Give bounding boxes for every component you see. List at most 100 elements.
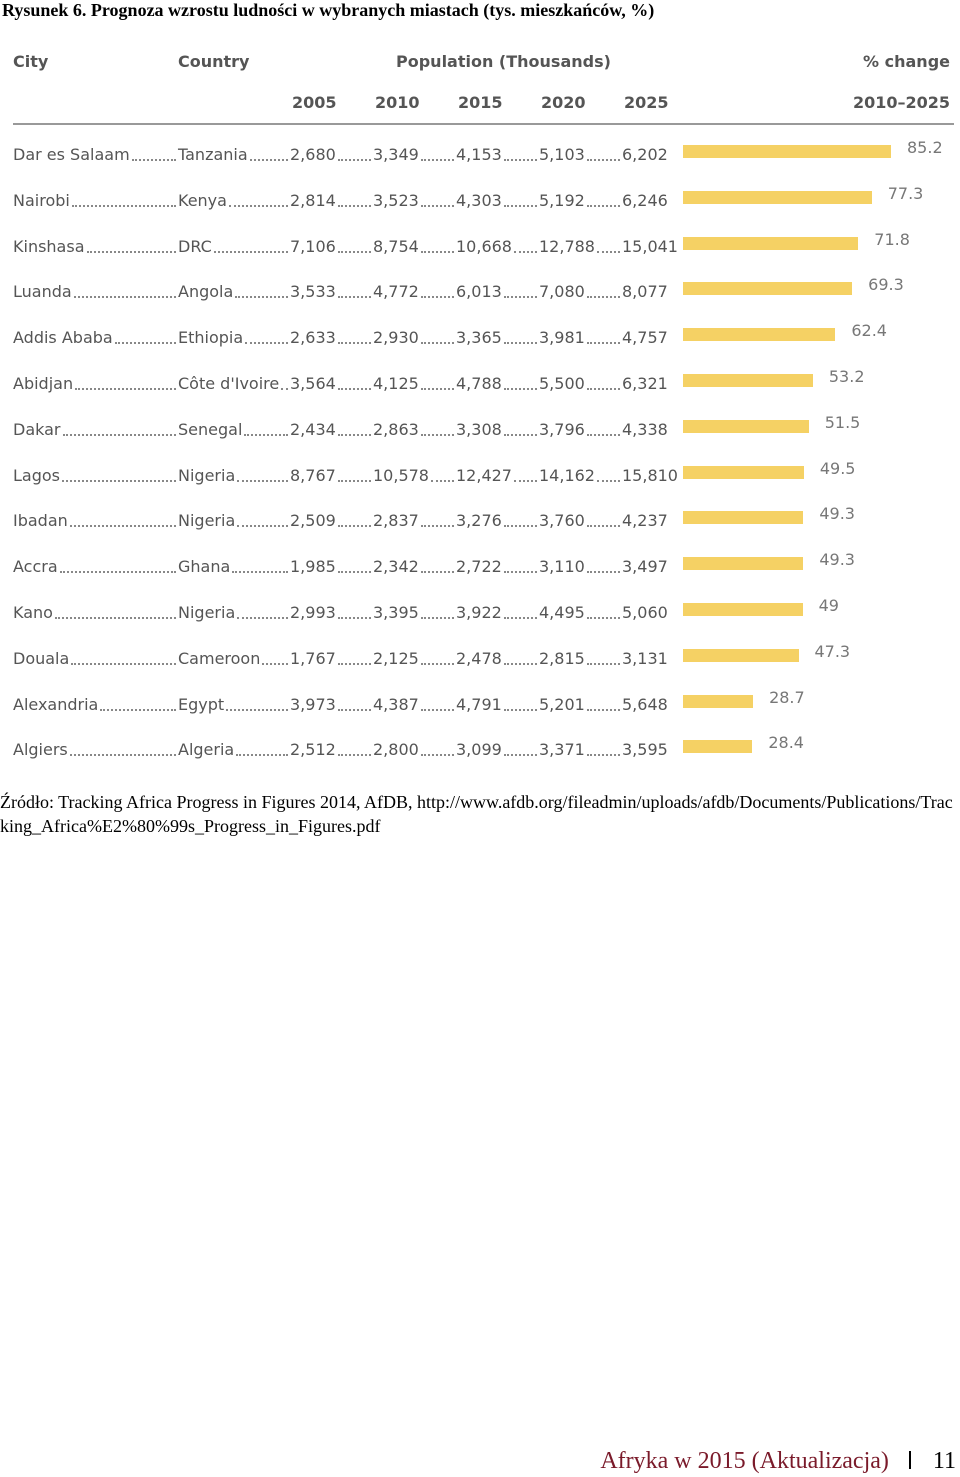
population-value: 6,013 — [456, 282, 502, 302]
change-label: 49.3 — [819, 504, 855, 524]
leader-dots — [504, 204, 537, 207]
leader-dots — [74, 296, 176, 299]
population-value: 3,371 — [539, 740, 585, 760]
table-row: Kinshasa DRC 7,106 8,754 10,668 12,788 15,041 7… — [0, 230, 960, 267]
table-row: Luanda Angola 3,533 4,772 6,013 7,080 8,077 69.… — [0, 275, 960, 312]
leader-dots — [338, 662, 371, 665]
change-bar — [683, 511, 804, 525]
page-number: 11 — [932, 1448, 956, 1474]
city-name: Lagos — [13, 465, 60, 485]
change-bar — [683, 236, 859, 250]
leader-dots — [237, 479, 288, 482]
population-value: 4,338 — [622, 419, 668, 439]
population-value: 3,523 — [373, 190, 419, 210]
population-table: City Country Population (Thousands) % ch… — [0, 52, 960, 770]
population-value: 4,387 — [373, 694, 419, 714]
country-name: Kenya — [178, 190, 227, 210]
population-value: 2,680 — [290, 145, 336, 164]
leader-dots — [421, 250, 454, 253]
change-bar — [683, 465, 804, 479]
leader-dots — [235, 296, 288, 299]
leader-dots — [597, 250, 620, 253]
leader-dots — [338, 433, 371, 436]
header-year-2015: 2015 — [458, 93, 503, 112]
leader-dots — [338, 159, 371, 161]
population-value: 10,668 — [456, 236, 512, 256]
population-value: 3,099 — [456, 740, 502, 760]
country-name: Côte d'Ivoire — [178, 374, 280, 393]
population-value: 2,837 — [373, 511, 419, 531]
population-value: 7,106 — [290, 236, 336, 256]
header-change-range: 2010–2025 — [852, 93, 950, 112]
leader-dots — [262, 662, 288, 665]
leader-dots — [250, 159, 288, 161]
leader-dots — [587, 433, 620, 436]
leader-dots — [338, 754, 371, 757]
change-bar — [683, 648, 799, 662]
change-label: 77.3 — [887, 183, 924, 203]
leader-dots — [214, 250, 288, 253]
city-name: Kano — [13, 603, 53, 622]
country-name: Angola — [178, 282, 234, 302]
table-row: Accra Ghana 1,985 2,342 2,722 3,110 3,497 49.3 — [0, 550, 960, 587]
leader-dots — [244, 433, 288, 436]
leader-dots — [421, 662, 454, 665]
population-value: 4,153 — [456, 145, 502, 164]
change-bar — [683, 557, 804, 571]
country-name: Senegal — [178, 419, 243, 439]
leader-dots — [587, 525, 620, 528]
population-value: 6,202 — [622, 145, 668, 164]
population-value: 8,077 — [622, 282, 668, 302]
change-label: 51.5 — [824, 412, 861, 432]
country-name: Nigeria — [178, 603, 236, 622]
leader-dots — [421, 617, 454, 619]
population-value: 2,814 — [290, 190, 336, 210]
table-row: Ibadan Nigeria 2,509 2,837 3,276 3,760 4,237 49… — [0, 504, 960, 541]
change-bar — [683, 740, 753, 754]
population-value: 2,863 — [373, 419, 419, 439]
leader-dots — [587, 708, 620, 711]
table-row: Dar es Salaam Tanzania 2,680 3,349 4,153 5,10… — [0, 138, 960, 175]
change-label: 28.7 — [769, 687, 805, 707]
leader-dots — [421, 708, 454, 711]
change-bar — [683, 190, 872, 204]
leader-dots — [71, 662, 176, 665]
population-value: 3,595 — [622, 740, 668, 760]
population-value: 5,201 — [539, 694, 585, 714]
change-label: 28.4 — [768, 733, 804, 753]
population-value: 6,321 — [622, 374, 668, 393]
country-name: Ghana — [178, 557, 231, 577]
source-note: Źródło: Tracking Africa Progress in Figu… — [0, 790, 960, 838]
leader-dots — [587, 388, 620, 390]
source-label: Źródło: — [0, 792, 54, 812]
leader-dots — [597, 479, 620, 482]
population-value: 3,922 — [456, 603, 502, 622]
population-value: 4,772 — [373, 282, 419, 302]
population-value: 5,103 — [539, 145, 585, 164]
leader-dots — [421, 204, 454, 207]
leader-dots — [338, 250, 371, 253]
leader-dots — [587, 617, 620, 619]
leader-dots — [232, 571, 288, 574]
population-value: 7,080 — [539, 282, 585, 302]
leader-dots — [504, 388, 537, 390]
change-bar — [683, 694, 754, 708]
city-name: Addis Ababa — [13, 328, 113, 348]
city-name: Kinshasa — [13, 236, 85, 256]
population-value: 12,788 — [539, 236, 595, 256]
population-value: 15,041 — [622, 236, 678, 256]
leader-dots — [226, 708, 288, 711]
table-row: Algiers Algeria 2,512 2,800 3,099 3,371 3,595 2… — [0, 733, 960, 770]
leader-dots — [60, 571, 176, 574]
leader-dots — [421, 571, 454, 574]
leader-dots — [63, 433, 176, 436]
country-name: Algeria — [178, 740, 235, 760]
leader-dots — [281, 388, 288, 390]
leader-dots — [338, 296, 371, 299]
country-name: DRC — [178, 236, 212, 256]
population-value: 3,981 — [539, 328, 585, 348]
leader-dots — [421, 388, 454, 390]
population-value: 3,308 — [456, 419, 502, 439]
leader-dots — [421, 433, 454, 436]
population-value: 2,509 — [290, 511, 336, 531]
